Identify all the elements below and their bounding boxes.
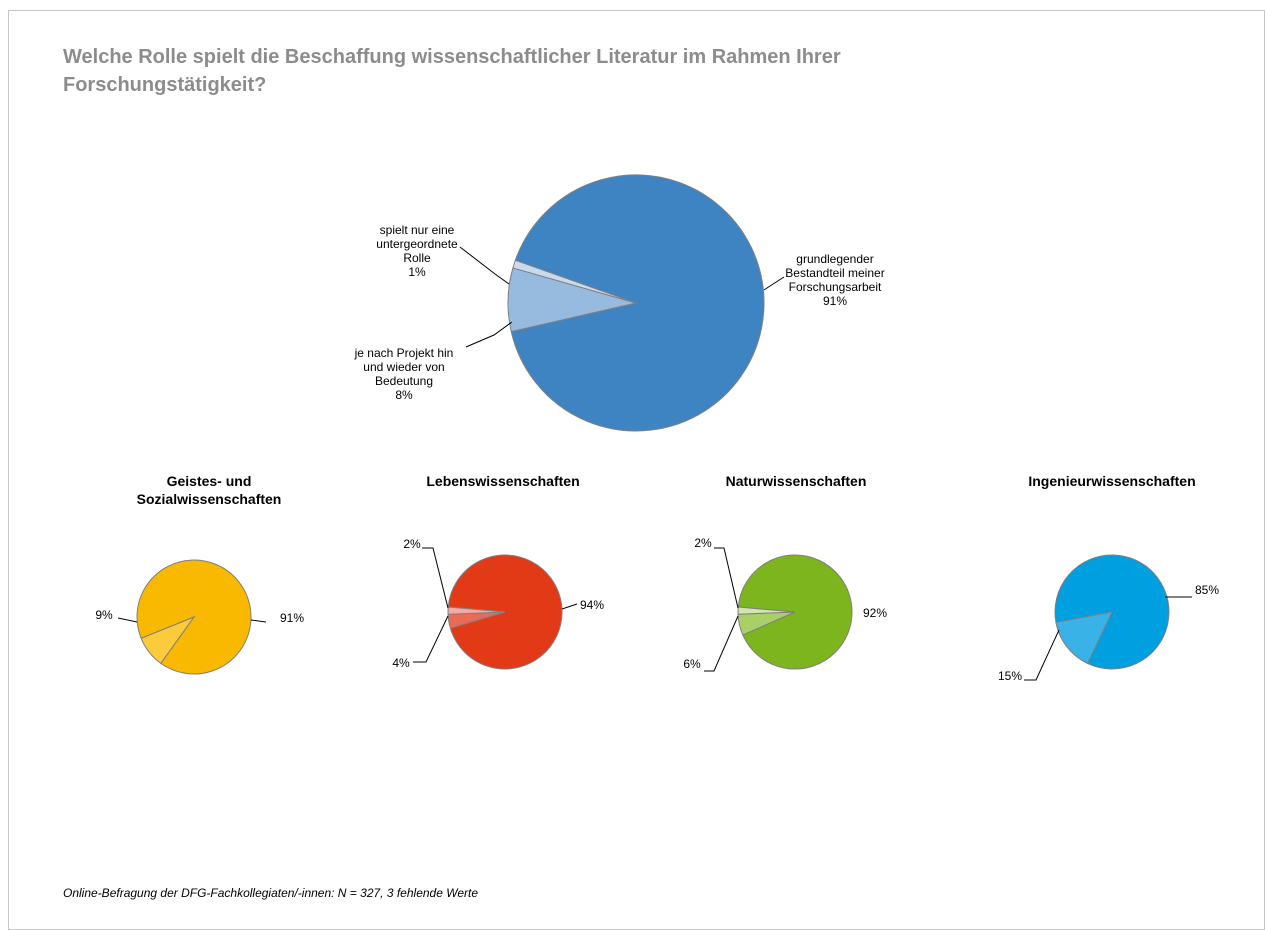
leader-line [714, 547, 739, 609]
slice-label: je nach Projekt hin und wieder von Bedeutu… [354, 346, 454, 402]
pie-slice-1 [737, 554, 853, 670]
leader-line [117, 617, 138, 623]
leader-line [250, 619, 267, 623]
facet-title: Lebenswissenschaften [426, 473, 579, 489]
chart-title: Welche Rolle spielt die Beschaffung wiss… [63, 46, 841, 96]
pie-slice-1 [510, 174, 765, 432]
slice-label: 15% [998, 669, 1022, 683]
pie-chart-3: Lebenswissenschaften 94% 4% 2% [392, 473, 604, 670]
pie-chart-4: Naturwissenschaften 92% 6% 2% [683, 473, 887, 672]
slice-label: 94% [580, 598, 604, 612]
chart-canvas: grundlegender Bestandteil meiner Forschung… [95, 174, 1219, 683]
slice-label: 91% [280, 611, 304, 625]
facet-title: Naturwissenschaften [726, 473, 867, 489]
leader-line [413, 615, 449, 663]
pie-slice-2 [1055, 611, 1113, 665]
pie-slice-2 [140, 615, 196, 665]
leader-line [763, 276, 785, 291]
footnote: Online-Befragung der DFG-Fachkollegiaten… [63, 886, 479, 900]
leader-line [704, 615, 739, 672]
slice-label: 85% [1195, 583, 1219, 597]
facet-title: Ingenieurwissenschaften [1028, 473, 1195, 489]
leader-line [1024, 629, 1060, 681]
facet-title: Geistes- und Sozialwissenschaften [137, 473, 282, 507]
slice-label: 6% [683, 657, 701, 671]
pie-chart-1: grundlegender Bestandteil meiner Forschung… [354, 174, 885, 432]
pie-chart-5: Ingenieurwissenschaften 85% 15% [998, 473, 1219, 683]
leader-line [459, 246, 510, 285]
slice-label: grundlegender Bestandteil meiner Forschung… [785, 252, 884, 308]
pie-slice-1 [447, 554, 563, 670]
leader-line [561, 603, 578, 610]
slice-label: 4% [392, 656, 410, 670]
leader-line [465, 321, 513, 348]
slice-label: 2% [694, 536, 712, 550]
leader-line [422, 547, 449, 609]
slice-label: 92% [863, 606, 887, 620]
pie-slice-3 [512, 259, 637, 304]
pie-chart-2: Geistes- und Sozialwissenschaften 91% 9% [95, 473, 304, 675]
slice-label: 9% [95, 608, 113, 622]
slice-label: spielt nur eine untergeordnete Rolle 1% [376, 223, 458, 279]
slice-label: 2% [403, 537, 421, 551]
